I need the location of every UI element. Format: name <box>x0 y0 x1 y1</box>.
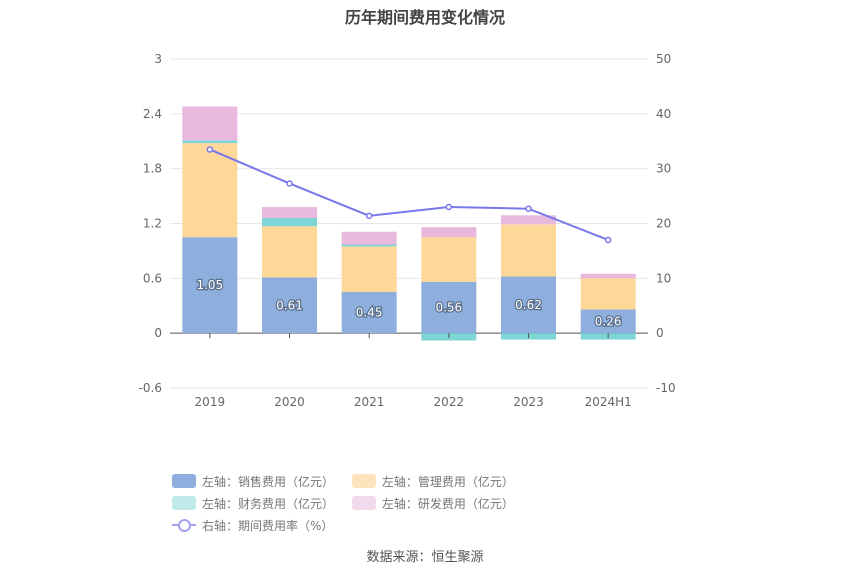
bar-data-label: 0.26 <box>595 314 622 328</box>
bar-segment <box>501 224 556 277</box>
bar-segment <box>341 292 397 334</box>
legend-label-finance: 左轴：财务费用（亿元） <box>202 496 335 511</box>
bar-segment <box>421 227 477 238</box>
right-axis-tick-label: 20 <box>656 217 671 231</box>
expense-ratio-line <box>209 148 609 241</box>
x-axis-category-label: 2019 <box>195 395 226 409</box>
left-axis-tick-label: 1.8 <box>143 162 162 176</box>
bar-segment <box>182 106 238 141</box>
bar-data-label: 0.56 <box>435 301 462 315</box>
bar-data-label: 1.05 <box>196 278 223 292</box>
legend: 左轴：销售费用（亿元） 左轴：管理费用（亿元） 左轴：财务费用（亿元） 左轴：研… <box>172 470 692 536</box>
expense-ratio-point <box>445 203 453 211</box>
bar-segment <box>580 278 636 310</box>
bar-segment <box>580 309 636 334</box>
right-axis-tick-label: 10 <box>656 271 671 285</box>
left-axis-tick-label: 0.6 <box>143 271 162 285</box>
legend-item-sales[interactable]: 左轴：销售费用（亿元） <box>172 470 334 492</box>
bar-segment <box>341 244 397 247</box>
bar-data-label: 0.45 <box>356 306 383 320</box>
legend-swatch-finance <box>172 496 196 510</box>
bar-segment <box>182 143 238 238</box>
bar-segment <box>580 273 636 279</box>
bar-data-label: 0.61 <box>276 298 303 312</box>
legend-item-expense-ratio[interactable]: 右轴：期间费用率（%） <box>172 514 333 536</box>
legend-label-rnd: 左轴：研发费用（亿元） <box>381 496 514 511</box>
bar-segment <box>182 237 238 334</box>
x-axis-category-label: 2024H1 <box>585 395 632 409</box>
left-axis-tick-label: 3 <box>154 52 162 66</box>
bar-segment <box>262 207 317 219</box>
legend-swatch-sales <box>172 474 196 488</box>
legend-label-sales: 左轴：销售费用（亿元） <box>202 474 335 489</box>
bar-segment <box>421 281 477 334</box>
chart-title: 历年期间费用变化情况 <box>344 8 505 27</box>
x-axis-category-label: 2022 <box>434 395 465 409</box>
legend-label-admin: 左轴：管理费用（亿元） <box>381 474 514 489</box>
legend-item-rnd[interactable]: 左轴：研发费用（亿元） <box>351 492 514 514</box>
right-axis-tick-label: 50 <box>656 52 671 66</box>
bar-segment <box>341 231 397 245</box>
bar-segment <box>182 140 238 144</box>
right-axis-tick-label: 40 <box>656 107 671 121</box>
bar-segment <box>501 215 556 225</box>
legend-swatch-rnd <box>351 496 376 510</box>
bar-segment <box>262 218 317 227</box>
expense-ratio-point <box>286 180 293 187</box>
bar-segment <box>262 226 317 278</box>
x-axis-category-label: 2020 <box>274 395 305 409</box>
legend-swatch-admin <box>351 474 376 488</box>
bar-data-label: 0.62 <box>515 298 542 312</box>
legend-line-swatch-icon <box>172 518 196 532</box>
expense-ratio-point <box>206 146 214 153</box>
x-axis-category-label: 2021 <box>354 395 385 409</box>
bar-segment <box>501 276 556 334</box>
expense-ratio-point <box>604 236 612 244</box>
legend-label-expense-ratio: 右轴：期间费用率（%） <box>202 518 334 533</box>
left-axis-tick-label: 0 <box>154 326 162 340</box>
left-axis-tick-label: 2.4 <box>143 107 162 121</box>
chart-canvas: -0.6 -10 0 0 0.6 10 1.2 20 1.8 30 2.4 40 3 50 2019 1.05… <box>139 52 676 409</box>
right-axis-tick-label: 30 <box>656 162 671 176</box>
right-axis-tick-label: 0 <box>656 326 664 340</box>
expense-ratio-point <box>365 212 373 220</box>
expense-ratio-point <box>525 205 532 212</box>
data-source-note: 数据来源：恒生聚源 <box>366 550 484 565</box>
left-axis-tick-label: 1.2 <box>143 217 162 231</box>
x-axis-category-label: 2023 <box>513 395 544 409</box>
right-axis-tick-label: -10 <box>656 381 676 395</box>
bar-segment <box>421 237 477 282</box>
left-axis-tick-label: -0.6 <box>139 381 162 395</box>
legend-item-finance[interactable]: 左轴：财务费用（亿元） <box>172 492 334 514</box>
bar-segment <box>341 246 397 293</box>
bar-segment <box>262 277 317 334</box>
legend-item-admin[interactable]: 左轴：管理费用（亿元） <box>351 470 514 492</box>
